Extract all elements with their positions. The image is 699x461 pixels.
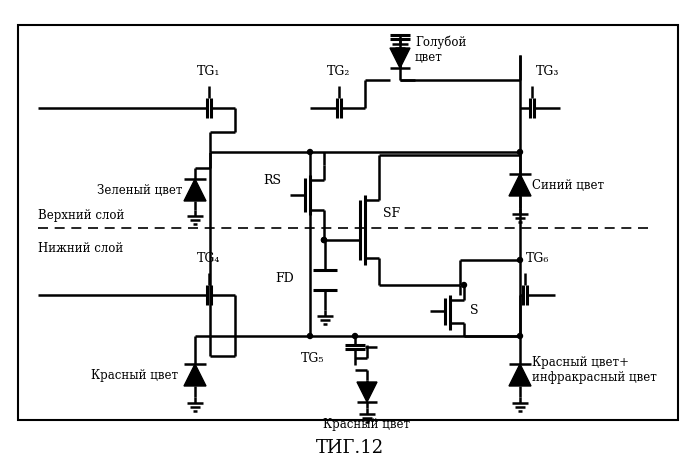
Circle shape: [517, 149, 522, 154]
Text: TG₁: TG₁: [197, 65, 221, 78]
Bar: [18, 25, 678, 420]
Polygon shape: [184, 179, 206, 201]
Polygon shape: [509, 174, 531, 196]
Text: TG₂: TG₂: [327, 65, 351, 78]
Polygon shape: [357, 382, 377, 402]
Circle shape: [517, 258, 522, 262]
Text: Верхний слой: Верхний слой: [38, 208, 124, 221]
Text: Нижний слой: Нижний слой: [38, 242, 123, 254]
Circle shape: [517, 333, 522, 338]
Text: S: S: [470, 303, 479, 317]
Circle shape: [461, 283, 466, 288]
Text: TG₃: TG₃: [536, 65, 560, 78]
Text: TG₆: TG₆: [526, 252, 549, 265]
Text: Синий цвет: Синий цвет: [532, 178, 604, 191]
Text: ΤИГ.12: ΤИГ.12: [315, 439, 384, 457]
Text: TG₄: TG₄: [197, 252, 221, 265]
Text: TG₅: TG₅: [301, 351, 325, 365]
Text: Зеленый цвет: Зеленый цвет: [97, 183, 182, 196]
Text: SF: SF: [383, 207, 400, 219]
Circle shape: [308, 149, 312, 154]
Circle shape: [352, 333, 357, 338]
Circle shape: [322, 237, 326, 242]
Text: Красный цвет: Красный цвет: [324, 418, 410, 431]
Text: Красный цвет+
инфракрасный цвет: Красный цвет+ инфракрасный цвет: [532, 356, 657, 384]
Polygon shape: [390, 48, 410, 68]
Text: FD: FD: [275, 272, 294, 284]
Text: Голубой
цвет: Голубой цвет: [415, 36, 466, 64]
Text: Красный цвет: Красный цвет: [92, 368, 178, 382]
Polygon shape: [184, 364, 206, 386]
Circle shape: [308, 333, 312, 338]
Polygon shape: [509, 364, 531, 386]
Text: RS: RS: [263, 173, 281, 187]
Circle shape: [322, 237, 326, 242]
